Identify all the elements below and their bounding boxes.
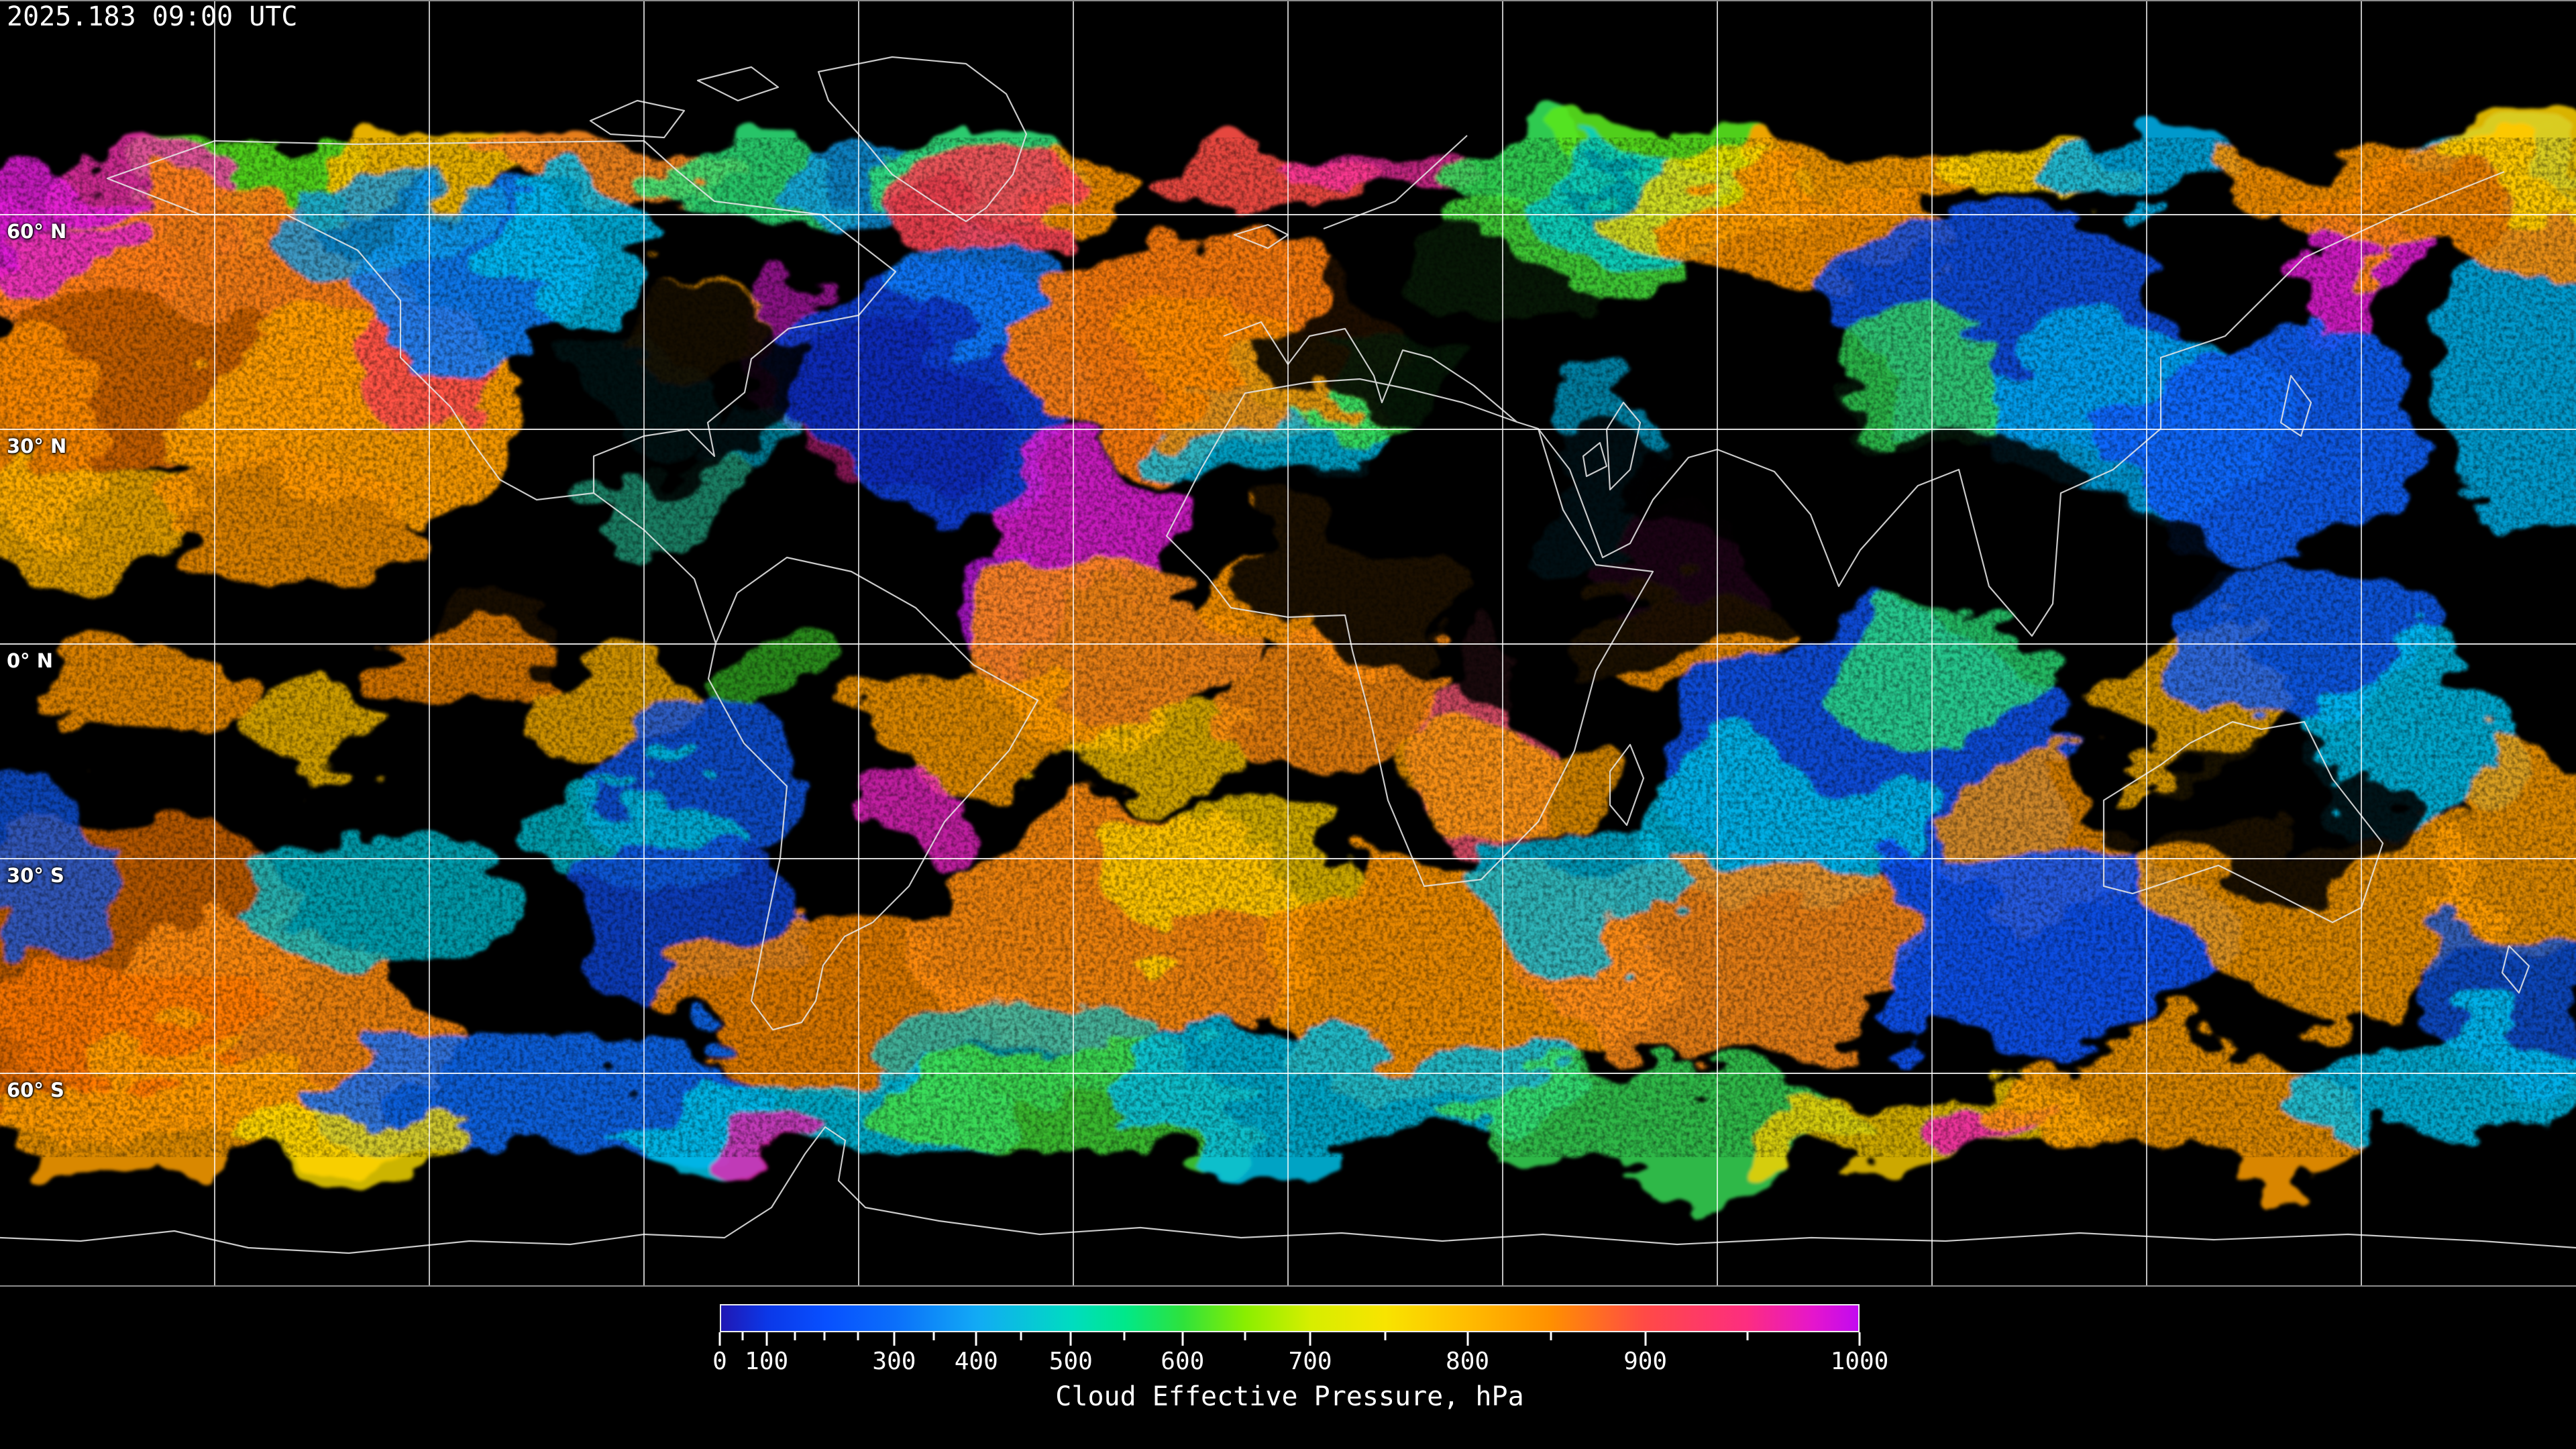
colorbar-minor-tick	[1746, 1332, 1749, 1340]
coastline-path	[106, 140, 897, 501]
colorbar-tick-label: 900	[1623, 1348, 1668, 1375]
colorbar-tick-label: 500	[1049, 1348, 1093, 1375]
colorbar-tick-label: 800	[1446, 1348, 1490, 1375]
lat-label-30s: 30° S	[7, 864, 64, 887]
coastline-path	[1165, 378, 1654, 888]
colorbar-minor-tick	[794, 1332, 796, 1340]
colorbar-tick-label: 1000	[1830, 1348, 1889, 1375]
coastline-path	[2501, 945, 2530, 994]
lat-label-0n: 0° N	[7, 649, 54, 672]
coastline-path	[589, 99, 686, 139]
colorbar-tick-label: 700	[1288, 1348, 1332, 1375]
colorbar-major-tick	[1644, 1332, 1647, 1346]
coastline-path	[593, 492, 717, 644]
colorbar-minor-tick	[1384, 1332, 1387, 1340]
colorbar-major-tick	[893, 1332, 896, 1346]
timestamp-label: 2025.183 09:00 UTC	[7, 1, 298, 32]
colorbar-major-tick	[1858, 1332, 1861, 1346]
coastline-path	[1223, 321, 1517, 423]
colorbar-tick-labels: 0 100 300 400 500 600 700 800 900 1000	[712, 1347, 1888, 1378]
lat-label-60s: 60° S	[7, 1079, 64, 1102]
coastline-path	[696, 66, 780, 102]
colorbar-tick-label: 600	[1161, 1348, 1205, 1375]
colorbar-minor-tick	[741, 1332, 744, 1340]
colorbar-major-tick	[765, 1332, 768, 1346]
graticule-gridlines	[0, 0, 2576, 1287]
colorbar-minor-tick	[823, 1332, 826, 1340]
colorbar-tick-label: 100	[745, 1348, 789, 1375]
colorbar-title: Cloud Effective Pressure, hPa	[1055, 1381, 1524, 1412]
colorbar-minor-tick	[932, 1332, 935, 1340]
colorbar-ticks	[718, 1332, 1861, 1347]
colorbar-major-tick	[975, 1332, 977, 1346]
coastline-path	[1605, 401, 1642, 491]
colorbar-tick-label: 300	[872, 1348, 916, 1375]
colorbar-minor-tick	[1550, 1332, 1552, 1340]
colorbar-major-tick	[1466, 1332, 1469, 1346]
colorbar: 0 100 300 400 500 600 700 800 900 1000 Cloud Effe…	[712, 1304, 1888, 1412]
coastline-path	[707, 556, 1039, 1031]
colorbar-gradient	[720, 1304, 1860, 1332]
colorbar-major-tick	[718, 1332, 721, 1346]
coastline-path	[1538, 170, 2505, 637]
coastline-path	[1609, 743, 1645, 826]
coastline-path	[0, 1126, 2576, 1254]
coastlines	[0, 56, 2576, 1254]
coastline-path	[2279, 374, 2312, 437]
lat-label-60n: 60° N	[7, 220, 67, 243]
coastline-path	[2102, 720, 2384, 924]
lat-label-30n: 30° N	[7, 435, 67, 458]
colorbar-tick-label: 0	[712, 1348, 727, 1375]
colorbar-minor-tick	[1244, 1332, 1246, 1340]
coastline-path	[1582, 441, 1608, 478]
world-map	[0, 0, 2576, 1287]
colorbar-minor-tick	[1020, 1332, 1022, 1340]
colorbar-tick-label: 400	[954, 1348, 998, 1375]
colorbar-major-tick	[1181, 1332, 1184, 1346]
colorbar-minor-tick	[857, 1332, 859, 1340]
colorbar-minor-tick	[1123, 1332, 1126, 1340]
coastline-path	[1323, 135, 1468, 230]
colorbar-major-tick	[1069, 1332, 1072, 1346]
colorbar-major-tick	[1309, 1332, 1311, 1346]
